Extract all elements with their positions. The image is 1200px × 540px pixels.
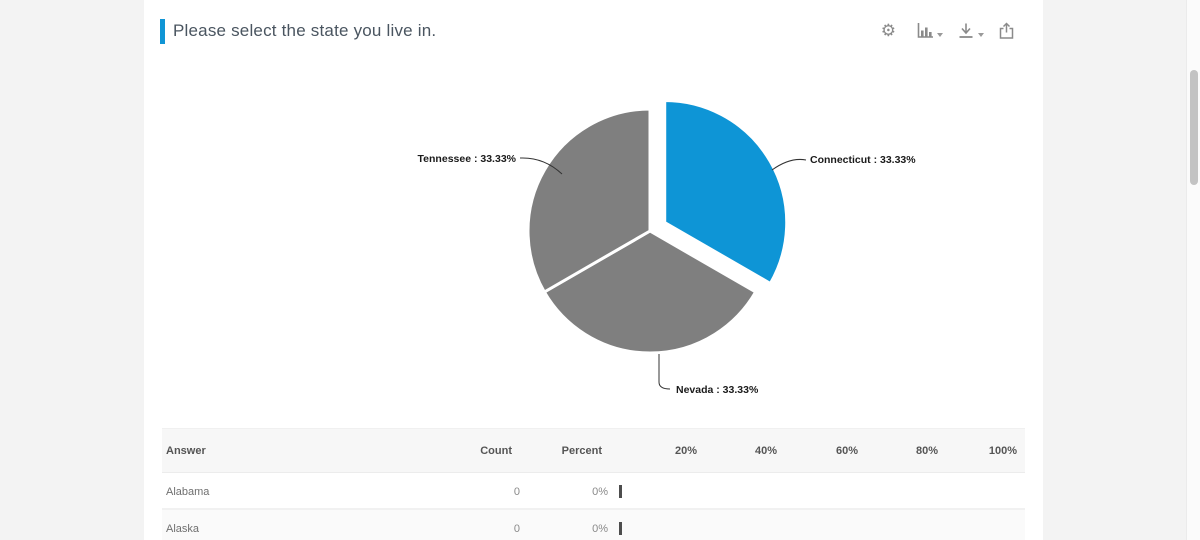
answer-table: Answer Count Percent 20% 40% 60% 80% 100… [162,428,1025,540]
percent-value: 0% [592,523,608,535]
download-icon [959,23,973,38]
chevron-down-icon [978,33,984,37]
pie-label-line-nevada [658,354,671,390]
scale-label-100: 100% [988,445,1018,457]
answer-label: Alabama [166,486,210,498]
table-row[interactable]: Alaska 0 0% [162,510,1025,540]
scale-label-80: 80% [915,445,939,457]
chart-type-button[interactable] [916,22,943,40]
question-report-card: Please select the state you live in. ⚙ [144,0,1043,540]
pie-label-line-tennessee [519,157,563,175]
answer-label: Alaska [166,523,200,535]
pie-slice-tennessee[interactable] [526,107,652,294]
column-header-count: Count [480,445,512,457]
question-accent-bar [160,19,165,44]
scale-label-20: 20% [674,445,698,457]
scrollbar-thumb[interactable] [1190,70,1198,185]
table-row[interactable]: Alabama 0 0% [162,473,1025,510]
percent-bar [619,522,622,535]
pie-slice-nevada[interactable] [542,229,758,355]
bar-chart-icon [917,23,933,38]
report-toolbar: ⚙ [881,22,1015,40]
scale-label-60: 60% [835,445,859,457]
scale-label-40: 40% [754,445,778,457]
pie-label-tennessee: Tennessee : 33.33% [418,153,517,165]
percent-value: 0% [592,486,608,498]
pie-chart: Connecticut : 33.33% Nevada : 33.33% Tenne… [418,99,916,396]
gear-icon[interactable]: ⚙ [880,21,896,40]
export-button[interactable] [998,22,1015,40]
question-title: Please select the state you live in. [173,21,437,40]
chevron-down-icon [937,33,943,37]
table-header-row: Answer Count Percent 20% 40% 60% 80% 100… [162,428,1025,473]
pie-label-nevada: Nevada : 33.33% [676,384,759,396]
column-header-answer: Answer [166,445,206,457]
count-value: 0 [513,523,520,535]
count-value: 0 [513,486,520,498]
percent-bar [619,485,622,498]
scrollbar-track[interactable] [1186,0,1200,540]
pie-slice-connecticut[interactable] [663,99,789,285]
share-icon [999,22,1014,39]
pie-label-connecticut: Connecticut : 33.33% [810,154,916,166]
download-button[interactable] [957,22,984,40]
column-header-percent: Percent [561,445,602,457]
pie-label-line-connecticut [771,159,807,171]
